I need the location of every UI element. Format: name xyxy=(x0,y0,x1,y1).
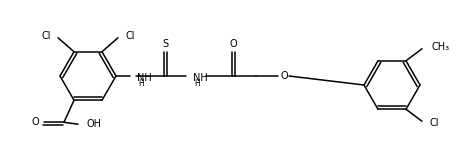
Text: OH: OH xyxy=(87,119,102,129)
Text: NH: NH xyxy=(193,73,208,83)
Text: O: O xyxy=(280,71,288,81)
Text: O: O xyxy=(31,117,39,127)
Text: Cl: Cl xyxy=(41,31,51,41)
Text: H: H xyxy=(195,79,200,88)
Text: Cl: Cl xyxy=(429,118,438,128)
Text: H: H xyxy=(139,79,144,88)
Text: S: S xyxy=(162,39,169,49)
Text: NH: NH xyxy=(137,73,152,83)
Text: CH₃: CH₃ xyxy=(432,42,450,52)
Text: Cl: Cl xyxy=(125,31,135,41)
Text: O: O xyxy=(230,39,238,49)
